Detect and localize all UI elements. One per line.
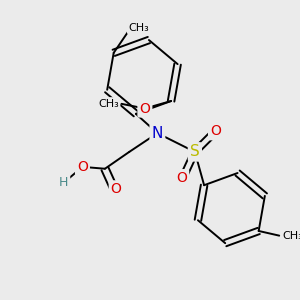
Text: S: S — [190, 144, 200, 159]
Text: CH₃: CH₃ — [282, 231, 300, 241]
Text: H: H — [59, 176, 68, 189]
Text: CH₃: CH₃ — [98, 99, 119, 109]
Text: N: N — [152, 126, 163, 141]
Text: O: O — [140, 101, 150, 116]
Text: CH₃: CH₃ — [129, 22, 149, 32]
Text: O: O — [210, 124, 221, 138]
Text: O: O — [176, 171, 187, 185]
Text: O: O — [77, 160, 88, 174]
Text: O: O — [111, 182, 122, 196]
